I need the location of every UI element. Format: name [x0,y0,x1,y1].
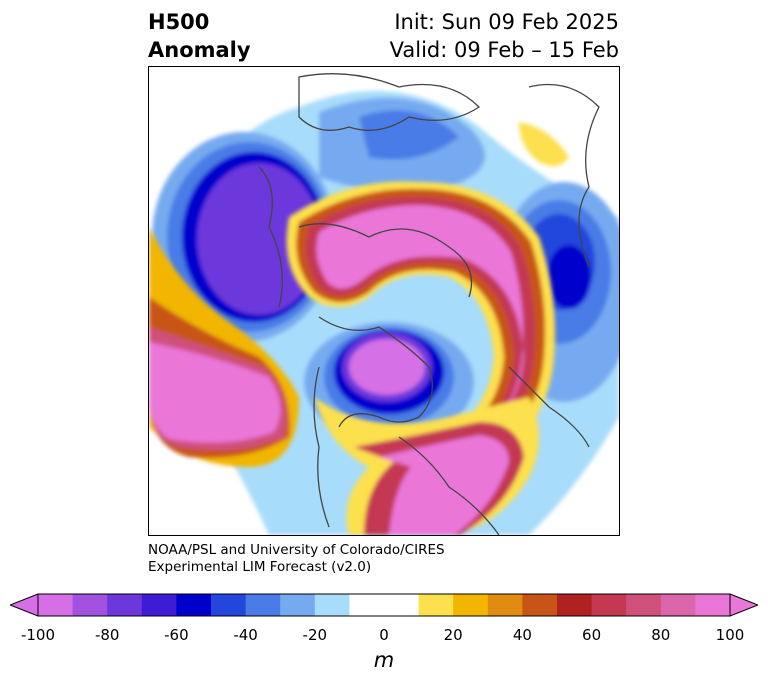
colorbar-segment [522,594,558,616]
colorbar-tick-label: 40 [512,626,532,644]
colorbar-tick-label: -80 [94,626,120,644]
colorbar-segment [72,594,108,616]
colorbar-segment [245,594,281,616]
colorbar-segment [141,594,177,616]
coastlines [258,73,600,535]
colorbar-tick-label: 100 [715,626,745,644]
colorbar-segment [591,594,627,616]
valid-dates: Valid: 09 Feb – 15 Feb [389,38,619,62]
colorbar-segment [38,594,74,616]
colorbar-segment [314,594,350,616]
colorbar-unit: m [373,648,395,672]
colorbar-segment [107,594,143,616]
colorbar-segment [384,594,420,616]
colorbar-tick-label: -20 [302,626,328,644]
colorbar-segment [349,594,385,616]
colorbar-border [37,593,731,617]
colorbar-segment [453,594,489,616]
credit-line-2: Experimental LIM Forecast (v2.0) [148,559,372,575]
colorbar-tick-label: -40 [233,626,258,644]
colorbar-ticks: -100 -80 -60 -40 -20 0 20 40 60 80 100 [0,626,768,646]
credit-line-1: NOAA/PSL and University of Colorado/CIRE… [148,542,445,558]
colorbar-min-extension [10,593,39,617]
forecast-dates: Init: Sun 09 Feb 2025 Valid: 09 Feb – 15… [390,8,619,64]
credit-text: NOAA/PSL and University of Colorado/CIRE… [148,542,445,576]
colorbar [10,593,758,617]
colorbar-segment [660,594,696,616]
colorbar-tick-label: 0 [379,626,389,644]
anomaly-map [148,66,620,536]
colorbar-max-extension [729,593,758,617]
colorbar-segment [418,594,454,616]
init-date: Init: Sun 09 Feb 2025 [394,10,619,34]
colorbar-segment [557,594,593,616]
colorbar-tick-label: 20 [443,626,463,644]
colorbar-tick-label: -100 [20,626,56,644]
positive-anomaly-field [149,122,569,535]
colorbar-segment [176,594,212,616]
plot-title: H500 Anomaly [148,8,251,64]
colorbar-tick-label: 80 [651,626,671,644]
colorbar-segment [626,594,662,616]
colorbar-tick-label: 60 [582,626,602,644]
colorbar-segment [211,594,247,616]
colorbar-segment [487,594,523,616]
colorbar-segment [280,594,316,616]
title-line-2: Anomaly [148,38,251,62]
colorbar-tick-label: -60 [164,626,189,644]
map-canvas [149,73,619,535]
title-line-1: H500 [148,10,210,34]
colorbar-segment [695,594,731,616]
